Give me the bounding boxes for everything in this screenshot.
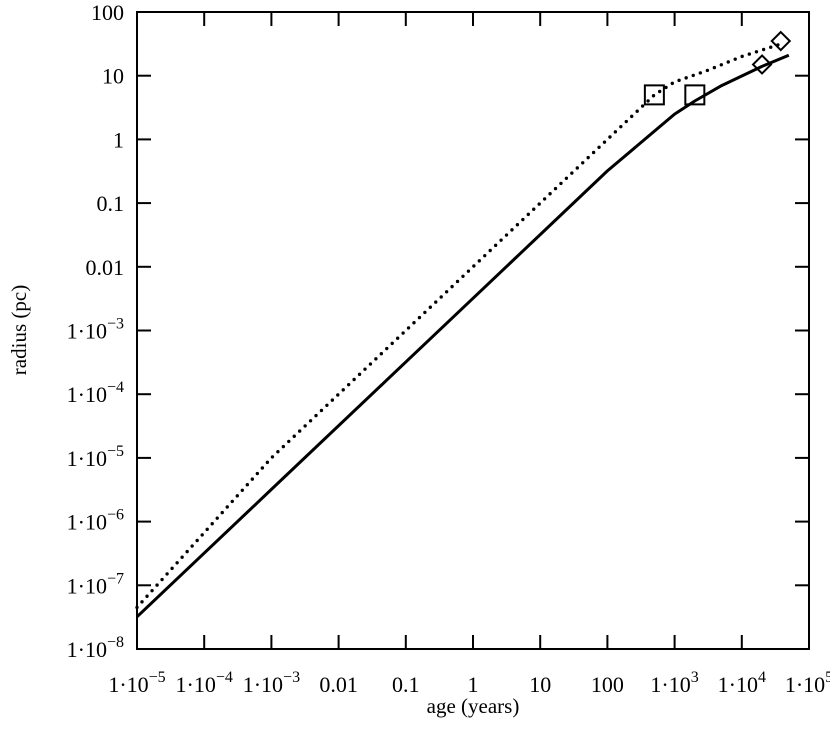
x-tick-label: 100 (591, 672, 624, 697)
y-tick-label: 1·10−5 (67, 443, 124, 471)
x-tick-label: 0.1 (392, 672, 420, 697)
square-marker-2 (684, 84, 706, 106)
series-line-2-dotted (135, 41, 784, 610)
series-group (135, 41, 790, 618)
x-tick-label: 1·10−5 (108, 669, 165, 697)
y-tick-labels: 100 10 1 0.1 0.01 1·10−3 1·10−4 1·10−5 1·10−6 1·1… (67, 0, 124, 662)
x-tick-label: 1 (468, 672, 479, 697)
x-axis-label: age (years) (427, 694, 520, 718)
diamond-marker-3 (751, 54, 773, 75)
y-tick-label: 1·10−8 (67, 634, 124, 662)
markers-group (643, 30, 792, 106)
x-tick-label: 1·105 (785, 669, 830, 697)
diamond-marker-4 (770, 30, 792, 52)
plot-frame (136, 11, 810, 650)
x-tick-labels: 1·10−5 1·10−4 1·10−3 0.01 0.1 1 10 100 1·103 1·10… (108, 669, 830, 697)
x-tick-label: 1·103 (650, 669, 698, 697)
y-tick-label: 1·10−6 (67, 507, 124, 535)
y-axis-label: radius (pc) (7, 285, 31, 375)
x-tick-label: 1·10−3 (243, 669, 300, 697)
series-line-1-solid (135, 53, 790, 618)
y-tick-label: 1·10−7 (67, 570, 124, 598)
y-tick-label: 100 (91, 0, 124, 25)
y-tick-label: 1·10−3 (67, 316, 124, 344)
y-tick-label: 10 (102, 64, 124, 89)
y-tick-label: 1 (113, 127, 124, 152)
x-tick-label: 10 (529, 672, 551, 697)
x-tick-label: 1·104 (718, 669, 766, 697)
x-tick-label: 0.01 (319, 672, 358, 697)
axis-ticks (136, 11, 810, 650)
y-tick-label: 0.01 (86, 255, 125, 280)
square-marker-1 (643, 84, 665, 106)
y-tick-label: 0.1 (97, 191, 125, 216)
y-tick-label: 1·10−4 (67, 379, 124, 407)
x-tick-label: 1·10−4 (176, 669, 233, 697)
